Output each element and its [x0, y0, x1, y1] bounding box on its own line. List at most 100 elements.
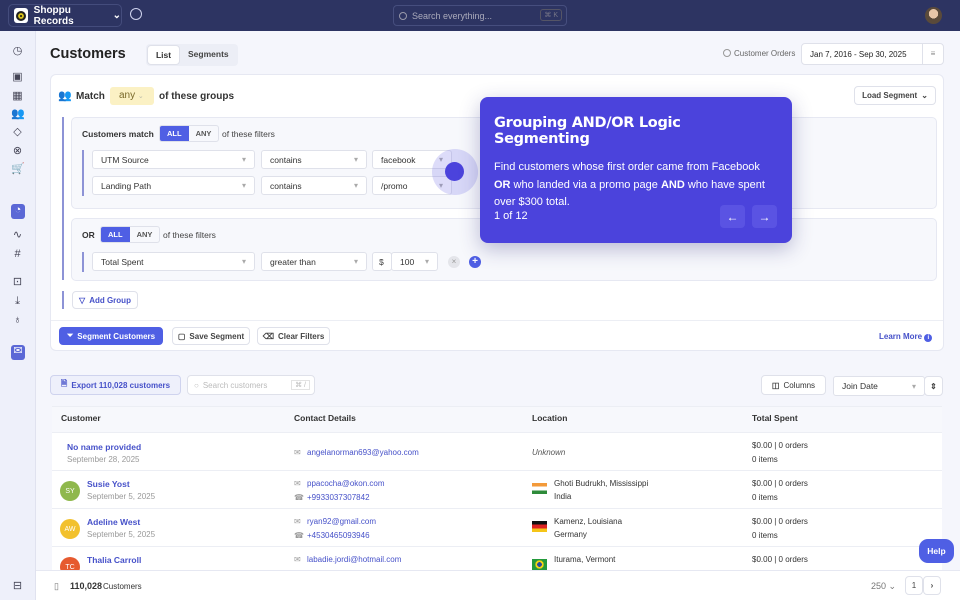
filter-icon: ⏷	[66, 331, 74, 340]
learn-more-link[interactable]: Learn More i	[879, 332, 933, 342]
of-filters-label: of these filters	[222, 129, 275, 139]
currency-prefix: $	[372, 252, 392, 271]
filter-field[interactable]: UTM Source	[92, 150, 255, 169]
table-header	[52, 406, 942, 432]
orders-icon[interactable]: ▣	[12, 71, 23, 83]
match-toggle[interactable]: ALL ANY	[159, 125, 220, 142]
add-filter-icon[interactable]: +	[469, 256, 481, 268]
collapse-sidebar-icon[interactable]: ⊟	[12, 580, 23, 592]
discount-icon[interactable]: ⊗	[12, 145, 23, 157]
table-row[interactable]: TC Thalia Carroll ✉ labadie.jordi@hotmai…	[52, 546, 942, 570]
group-connector	[62, 291, 64, 309]
menu-icon[interactable]: ≡	[922, 44, 943, 64]
learn-more-label: Learn More	[879, 332, 923, 341]
page-size-select[interactable]: 250 ⌄	[871, 581, 897, 591]
add-group-button[interactable]: ▽ Add Group	[72, 291, 138, 309]
segment-customers-button[interactable]: ⏷ Segment Customers	[59, 327, 163, 345]
search-shortcut: ⌘ K	[540, 9, 562, 21]
table-row[interactable]: SY Susie Yost September 5, 2025 ✉ ppacoc…	[52, 470, 942, 508]
phone-icon: ☎	[294, 493, 304, 502]
tag-icon[interactable]: ◇	[13, 126, 22, 138]
next-page-button[interactable]: ›	[923, 576, 941, 595]
customers-icon[interactable]: 👥	[11, 108, 25, 120]
filter-connector	[82, 150, 84, 196]
toggle-all[interactable]: ALL	[101, 227, 130, 242]
avatar: AW	[60, 519, 80, 539]
page-number[interactable]: 1	[905, 576, 923, 595]
email[interactable]: angelanorman693@yahoo.com	[307, 448, 419, 457]
email[interactable]: ryan92@gmail.com	[307, 517, 377, 526]
column-header-customer[interactable]: Customer	[61, 413, 101, 423]
filter-field[interactable]: Total Spent	[92, 252, 255, 271]
date-range-picker[interactable]: Jan 7, 2016 - Sep 30, 2025 ≡	[801, 43, 944, 65]
filter-value[interactable]: facebook	[372, 150, 452, 169]
history-icon[interactable]	[130, 8, 142, 20]
load-segment-button[interactable]: Load Segment ⌄	[854, 86, 936, 105]
info-icon: i	[924, 334, 933, 342]
customer-name[interactable]: Adeline West	[87, 517, 141, 527]
save-segment-button[interactable]: ▢ Save Segment	[172, 327, 250, 345]
filter-field[interactable]: Landing Path	[92, 176, 255, 195]
user-avatar[interactable]	[925, 7, 942, 24]
store-name: Shoppu Records	[33, 4, 74, 27]
money-bag-icon[interactable]: ♁	[13, 314, 22, 326]
calendar-icon[interactable]: ▦	[12, 90, 23, 102]
column-header-total-spent[interactable]: Total Spent	[752, 413, 798, 423]
tab-segments[interactable]: Segments	[188, 49, 229, 59]
filter-value[interactable]: /promo	[372, 176, 452, 195]
customer-search-input[interactable]: ○ Search customers ⌘ /	[187, 375, 315, 395]
customer-name[interactable]: Susie Yost	[87, 479, 130, 489]
phone-icon: ☎	[294, 531, 304, 540]
add-group-label: Add Group	[89, 295, 131, 305]
columns-button[interactable]: ◫ Columns	[761, 375, 826, 395]
match-dropdown[interactable]: any ⌄	[110, 87, 154, 105]
match-value: any	[119, 90, 136, 101]
dashboard-icon[interactable]: ◷	[12, 45, 23, 57]
filter-operator[interactable]: contains	[261, 176, 367, 195]
tour-next-button[interactable]: →	[752, 205, 777, 228]
export-button[interactable]: 🗎 Export 110,028 customers	[50, 375, 181, 395]
export-label: Export 110,028 customers	[71, 380, 171, 390]
chart-icon[interactable]: ∿	[12, 229, 23, 241]
total-spent: $0.00 | 0 orders	[752, 479, 808, 488]
phone[interactable]: +9933037307842	[307, 493, 370, 502]
clear-filters-button[interactable]: ⌫ Clear Filters	[257, 327, 330, 345]
email[interactable]: labadie.jordi@hotmail.com	[307, 555, 402, 564]
column-header-location[interactable]: Location	[532, 413, 568, 423]
divider	[51, 320, 943, 321]
inbox-icon[interactable]: ⊡	[12, 276, 23, 288]
analytics-icon[interactable]: ◔	[11, 204, 25, 219]
tour-body-text: who landed via a promo page	[510, 178, 661, 191]
match-toggle[interactable]: ALL ANY	[100, 226, 161, 243]
filter-value[interactable]: 100	[391, 252, 438, 271]
sort-direction-button[interactable]: ⇕	[924, 376, 943, 396]
remove-filter-icon[interactable]: ×	[448, 256, 460, 268]
help-button[interactable]: Help	[919, 539, 954, 563]
tour-prev-button[interactable]: ←	[720, 205, 745, 228]
email[interactable]: ppacocha@okon.com	[307, 479, 385, 488]
cart-icon[interactable]: 🛒	[11, 163, 25, 175]
search-placeholder: Search customers	[202, 380, 268, 390]
toggle-any[interactable]: ANY	[195, 129, 212, 138]
global-search[interactable]: Search everything... ⌘ K	[393, 5, 567, 26]
customer-name[interactable]: No name provided	[67, 442, 142, 452]
store-switcher[interactable]: Shoppu Records ⌄	[8, 4, 122, 27]
groups-icon: 👥	[58, 90, 72, 102]
filter-operator[interactable]: contains	[261, 150, 367, 169]
grid-icon[interactable]: #	[14, 248, 21, 260]
info-icon	[723, 49, 731, 57]
column-header-contact[interactable]: Contact Details	[294, 413, 356, 423]
filter-operator[interactable]: greater than	[261, 252, 367, 271]
table-row[interactable]: No name provided September 28, 2025 ✉ an…	[52, 432, 942, 470]
customer-name[interactable]: Thalia Carroll	[87, 555, 142, 565]
campaign-icon[interactable]: ✉	[11, 345, 25, 360]
toggle-all[interactable]: ALL	[160, 126, 189, 141]
sort-select[interactable]: Join Date	[833, 376, 925, 396]
import-icon[interactable]: ⤓	[15, 295, 20, 307]
group-connector	[62, 117, 64, 280]
toggle-any[interactable]: ANY	[136, 230, 153, 239]
table-row[interactable]: AW Adeline West September 5, 2025 ✉ ryan…	[52, 508, 942, 546]
tab-list[interactable]: List	[147, 45, 180, 65]
phone[interactable]: +4530465093946	[307, 531, 370, 540]
customer-count: 110,028	[70, 581, 103, 591]
